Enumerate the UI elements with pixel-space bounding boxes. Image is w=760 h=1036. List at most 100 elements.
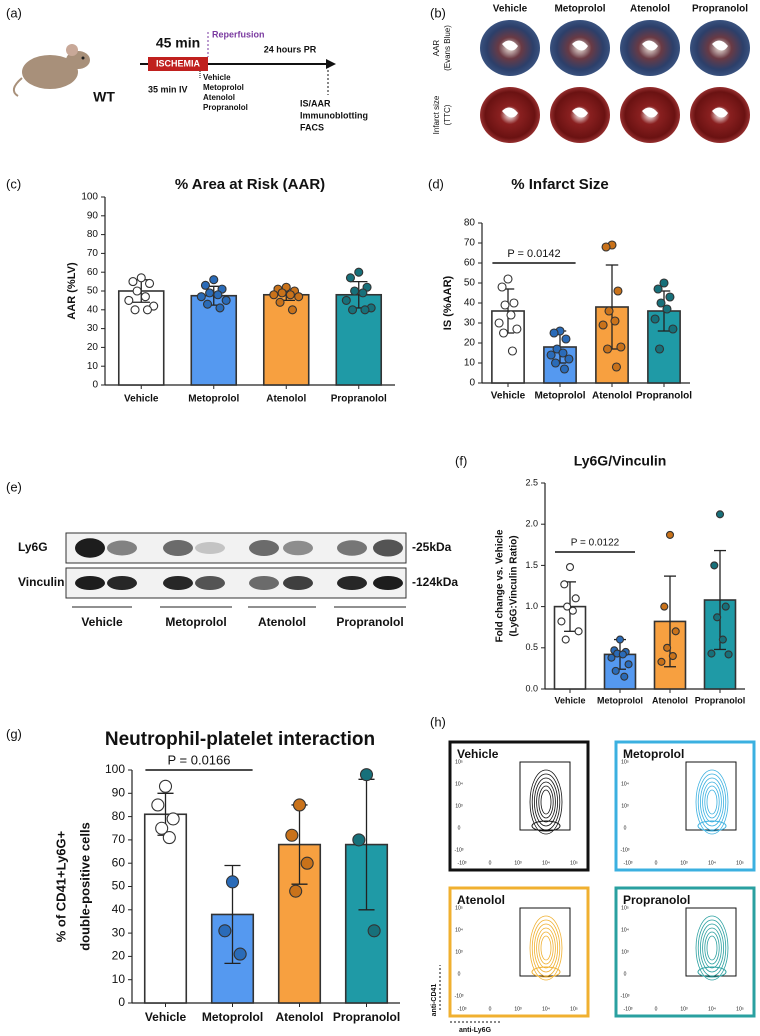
x-tick-label: Metoprolol — [534, 391, 585, 402]
contour — [531, 773, 561, 831]
y-tick-label: 70 — [87, 248, 99, 259]
data-point — [196, 292, 206, 302]
x-tick-label: Atenolol — [652, 695, 688, 705]
ischemia-label: ISCHEMIA — [156, 58, 201, 68]
data-point — [275, 297, 285, 307]
contour — [531, 820, 561, 832]
blot-band — [75, 538, 105, 558]
blot-band — [373, 576, 403, 590]
data-point — [358, 288, 368, 298]
y-tick-label: 40 — [87, 304, 99, 315]
data-point — [561, 635, 570, 644]
contour — [697, 820, 727, 832]
data-point — [213, 290, 223, 300]
ischemia-box — [148, 57, 208, 71]
data-point — [650, 314, 660, 324]
chart-title: % Infarct Size — [511, 176, 609, 193]
y-tick-label: 0 — [458, 825, 461, 831]
data-point — [558, 348, 568, 358]
data-point — [571, 594, 580, 603]
y-tick-label: 20 — [87, 342, 99, 353]
x-tick-label: Vehicle — [491, 391, 526, 402]
treatment: Propranolol — [203, 103, 248, 112]
reperfusion-label: Reperfusion — [212, 29, 265, 39]
blot-band — [107, 540, 137, 556]
data-point — [292, 798, 307, 812]
contour — [529, 915, 563, 981]
p-value: P = 0.0142 — [507, 248, 560, 260]
data-point — [509, 298, 519, 308]
y-tick-label: 2.0 — [525, 519, 538, 529]
sample-label: Propranolol — [623, 893, 690, 907]
data-point — [668, 324, 678, 334]
y-tick-label: -10³ — [455, 847, 464, 853]
y-tick-label: 10⁵ — [455, 759, 463, 765]
data-point — [130, 305, 140, 315]
group-label: Propranolol — [336, 615, 403, 629]
readout: FACS — [300, 122, 324, 132]
p-value: P = 0.0122 — [571, 538, 620, 549]
data-point — [561, 334, 571, 344]
y-tick-label: 60 — [112, 855, 126, 869]
y-tick-label: 10⁵ — [621, 759, 629, 765]
data-point — [497, 282, 507, 292]
group-label: Atenolol — [258, 615, 306, 629]
x-tick-label: 10⁵ — [736, 860, 744, 866]
row-label: (TTC) — [443, 104, 452, 125]
sample-label: Metoprolol — [623, 747, 684, 761]
y-tick-label: 10³ — [455, 949, 463, 955]
x-tick-label: 10⁴ — [542, 860, 550, 866]
data-point — [215, 303, 225, 313]
data-point — [294, 292, 304, 302]
group-label: Vehicle — [81, 615, 123, 629]
data-point — [662, 304, 672, 314]
y-tick-label: -10³ — [621, 993, 630, 999]
y-tick-label: 70 — [112, 832, 126, 846]
data-point — [289, 884, 303, 898]
bar — [143, 813, 188, 1004]
data-point — [300, 856, 314, 870]
bar — [277, 843, 322, 1004]
y-tick-label: 40 — [112, 902, 126, 916]
x-tick-label: Propranolol — [331, 394, 387, 405]
x-tick-label: 10⁵ — [736, 1006, 744, 1012]
data-point — [660, 602, 669, 611]
data-point — [665, 530, 675, 539]
data-point — [598, 320, 608, 330]
flow-plot-frame — [614, 886, 756, 1018]
size-label: -124kDa — [412, 575, 458, 589]
data-point — [512, 324, 522, 334]
x-tick-label: Atenolol — [276, 1010, 324, 1024]
panel-label: (g) — [6, 726, 22, 741]
data-point — [618, 650, 627, 659]
pr-duration: 24 hours PR — [264, 44, 317, 54]
data-point — [604, 306, 614, 316]
y-tick-label: 10³ — [621, 803, 629, 809]
flow-plot-frame — [448, 740, 590, 872]
contour — [538, 785, 554, 819]
data-point — [657, 657, 666, 666]
data-point — [665, 292, 675, 302]
y-tick-label: 10⁵ — [455, 905, 463, 911]
y-axis-label: (Ly6G:Vinculin Ratio) — [509, 535, 520, 636]
heart-lumen — [572, 40, 588, 51]
y-tick-label: 10⁴ — [455, 927, 463, 933]
data-point — [611, 666, 620, 675]
data-point — [601, 242, 611, 252]
y-tick-label: 20 — [464, 338, 476, 349]
data-point — [132, 286, 142, 296]
row-label: AAR — [432, 40, 441, 57]
data-point — [285, 290, 295, 300]
x-tick-label: 10⁴ — [542, 1006, 550, 1012]
contour — [704, 931, 720, 965]
y-tick-label: 70 — [464, 238, 476, 249]
y-tick-label: 80 — [464, 218, 476, 229]
data-point — [607, 653, 616, 662]
blot-band — [249, 540, 279, 556]
data-point — [559, 364, 570, 374]
bar — [190, 294, 238, 386]
y-tick-label: 50 — [112, 879, 126, 893]
contour — [706, 789, 718, 815]
blot-band — [373, 539, 403, 557]
data-point — [233, 947, 247, 961]
